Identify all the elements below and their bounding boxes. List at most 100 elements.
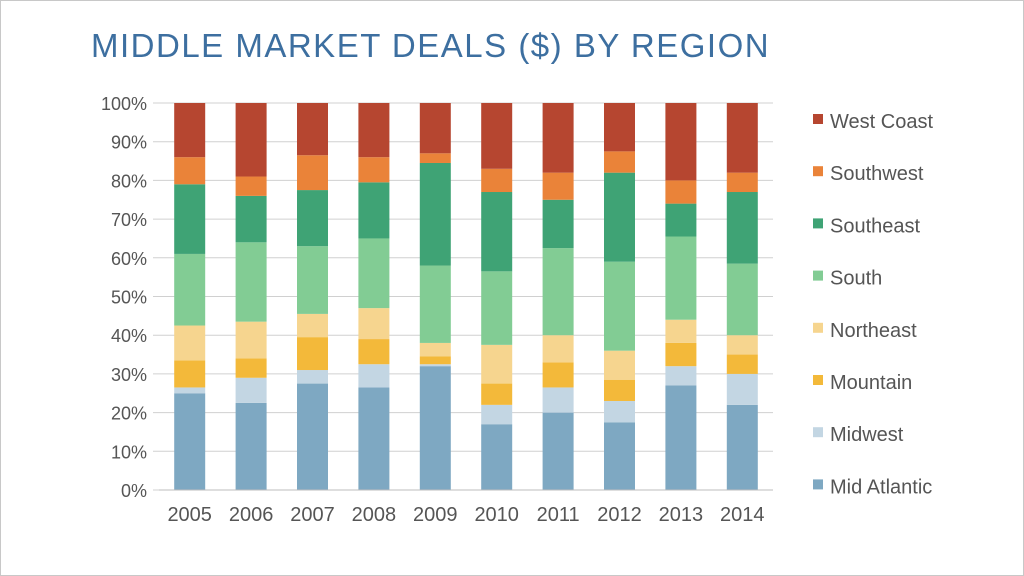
- bar-segment-northeast: [665, 319, 697, 343]
- y-tick-label: 100%: [101, 94, 147, 114]
- x-category-label: 2010: [474, 504, 519, 526]
- bar-segment-west-coast: [174, 103, 206, 158]
- bar-segment-southeast: [726, 192, 758, 264]
- bar-segment-northeast: [297, 313, 328, 338]
- bar-segment-mountain: [481, 383, 513, 405]
- bar-segment-southeast: [297, 190, 328, 247]
- bar-segment-northeast: [481, 344, 513, 384]
- y-tick-label: 10%: [111, 442, 147, 462]
- bar-segment-mid-atlantic: [174, 393, 206, 490]
- bar-segment-mountain: [542, 362, 574, 388]
- x-category-label: 2009: [413, 504, 458, 526]
- legend-swatch: [813, 166, 823, 177]
- y-tick-label: 80%: [111, 171, 147, 191]
- x-category-label: 2013: [659, 504, 704, 526]
- bar-segment-southeast: [419, 162, 451, 266]
- bar-segment-northeast: [174, 325, 206, 361]
- bar-segment-west-coast: [542, 103, 574, 173]
- legend-label: Midwest: [830, 424, 904, 446]
- bar-segment-midwest: [481, 404, 513, 425]
- legend-swatch: [813, 322, 823, 333]
- legend-label: Mountain: [830, 372, 912, 394]
- bar-segment-southwest: [174, 157, 206, 185]
- bar-segment-south: [419, 265, 451, 343]
- x-category-label: 2008: [352, 504, 397, 526]
- legend-label: South: [830, 268, 882, 290]
- legend-label: Southwest: [830, 163, 924, 185]
- bar-segment-midwest: [726, 373, 758, 405]
- bar-segment-southwest: [604, 151, 635, 173]
- bar-segment-west-coast: [235, 103, 267, 177]
- bar-segment-southwest: [665, 180, 697, 204]
- legend-label: Southeast: [830, 215, 921, 237]
- legend-swatch: [813, 270, 823, 281]
- bar-segment-midwest: [665, 366, 697, 386]
- legend-label: West Coast: [830, 111, 933, 133]
- bar-segment-northeast: [726, 335, 758, 355]
- bar-segment-southwest: [726, 172, 758, 193]
- legend-label: Mid Atlantic: [830, 476, 932, 498]
- bar-segment-midwest: [358, 364, 390, 388]
- bar-segment-northeast: [235, 321, 267, 359]
- bar-segment-west-coast: [481, 103, 513, 169]
- bar-segment-mid-atlantic: [419, 366, 451, 490]
- x-category-label: 2005: [167, 504, 212, 526]
- x-category-label: 2006: [229, 504, 274, 526]
- bar-segment-southeast: [665, 203, 697, 237]
- bar-segment-midwest: [174, 387, 206, 394]
- y-tick-label: 50%: [111, 288, 147, 308]
- bar-segment-midwest: [419, 364, 451, 367]
- bar-segment-southeast: [174, 184, 206, 254]
- bar-segment-midwest: [542, 387, 574, 413]
- bar-segment-southwest: [235, 176, 267, 196]
- bar-segment-south: [174, 253, 206, 326]
- bar-segment-mid-atlantic: [665, 385, 697, 490]
- legend-swatch: [813, 479, 823, 490]
- x-category-label: 2011: [537, 504, 580, 526]
- bar-segment-southeast: [542, 199, 574, 249]
- bar-segment-mid-atlantic: [358, 387, 390, 490]
- bar-segment-mountain: [726, 354, 758, 374]
- x-category-label: 2007: [290, 504, 335, 526]
- bar-segment-northeast: [358, 308, 390, 340]
- bar-segment-mountain: [665, 342, 697, 367]
- bar-segment-south: [542, 248, 574, 336]
- bar-segment-mid-atlantic: [542, 412, 574, 490]
- bar-segment-northeast: [604, 350, 635, 380]
- bar-segment-midwest: [297, 370, 328, 384]
- bar-segment-west-coast: [726, 103, 758, 173]
- bar-segment-northeast: [419, 342, 451, 357]
- legend-label: Northeast: [830, 320, 917, 342]
- legend-swatch: [813, 427, 823, 438]
- legend-swatch: [813, 375, 823, 385]
- bar-segment-south: [235, 242, 267, 322]
- y-tick-label: 60%: [111, 249, 147, 269]
- x-category-label: 2012: [597, 504, 642, 526]
- bar-segment-mountain: [358, 339, 390, 365]
- bar-segment-northeast: [542, 335, 574, 363]
- y-tick-label: 20%: [111, 404, 147, 424]
- bar-segment-southwest: [297, 155, 328, 191]
- y-tick-label: 40%: [111, 326, 147, 346]
- bar-segment-south: [665, 236, 697, 320]
- y-tick-label: 70%: [111, 210, 147, 230]
- bar-segment-west-coast: [419, 103, 451, 154]
- bar-segment-mid-atlantic: [297, 383, 328, 490]
- bar-segment-southwest: [542, 172, 574, 200]
- bar-segment-south: [604, 261, 635, 351]
- bar-segment-south: [726, 263, 758, 336]
- bar-segment-west-coast: [604, 103, 635, 152]
- chart-title: MIDDLE MARKET DEALS ($) BY REGION: [91, 27, 771, 64]
- bar-segment-southeast: [604, 172, 635, 262]
- bar-segment-mid-atlantic: [604, 422, 635, 490]
- bar-segment-mountain: [174, 360, 206, 388]
- bar-segment-south: [297, 246, 328, 314]
- bar-segment-west-coast: [297, 103, 328, 156]
- bar-segment-mid-atlantic: [235, 402, 267, 490]
- x-category-label: 2014: [720, 504, 765, 526]
- bar-segment-mountain: [419, 356, 451, 365]
- bar-segment-west-coast: [665, 103, 697, 181]
- legend-swatch: [813, 114, 823, 124]
- bar-segment-southeast: [235, 195, 267, 243]
